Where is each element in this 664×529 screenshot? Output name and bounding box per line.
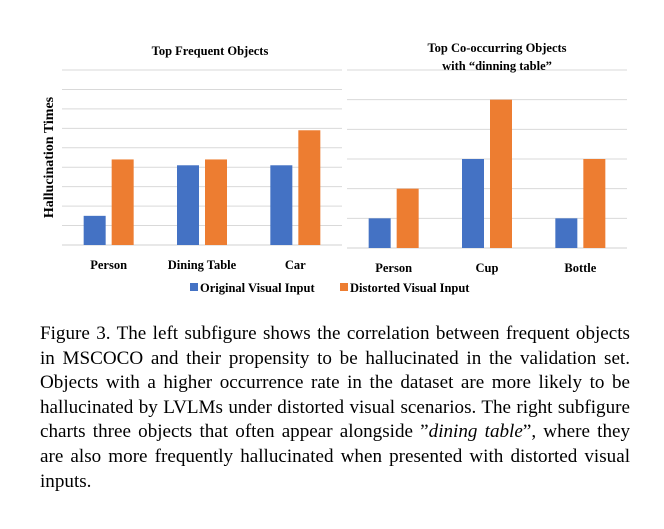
bar bbox=[111, 159, 134, 245]
legend: Original Visual Input Distorted Visual In… bbox=[190, 281, 470, 295]
x-tick-label: Person bbox=[90, 258, 127, 272]
left-chart: Top Frequent Objects Hallucination Times P… bbox=[42, 44, 342, 272]
x-tick-label: Car bbox=[285, 258, 306, 272]
caption-emphasis: dining table bbox=[428, 421, 523, 443]
legend-label: Distorted Visual Input bbox=[350, 281, 470, 295]
bar bbox=[462, 159, 484, 248]
bar bbox=[396, 188, 419, 248]
right-chart: Top Co-occurring Objects with “dinning ta… bbox=[347, 41, 627, 275]
x-tick-label: Dining Table bbox=[168, 258, 237, 272]
x-tick-label: Cup bbox=[476, 261, 499, 275]
chart-title: with “dinning table” bbox=[442, 59, 552, 73]
x-tick-label: Bottle bbox=[564, 261, 596, 275]
bar bbox=[583, 159, 606, 248]
figure: Top Frequent Objects Hallucination Times P… bbox=[42, 41, 627, 295]
bar bbox=[177, 165, 199, 245]
y-axis-label: Hallucination Times bbox=[42, 96, 57, 218]
bar bbox=[83, 215, 106, 245]
legend-label: Original Visual Input bbox=[200, 281, 315, 295]
bar bbox=[270, 165, 293, 245]
legend-swatch bbox=[190, 283, 198, 291]
bar bbox=[490, 99, 512, 249]
bar bbox=[555, 218, 578, 248]
bar bbox=[368, 218, 391, 248]
legend-swatch bbox=[340, 283, 348, 291]
bar bbox=[205, 159, 227, 245]
figure-caption: Figure 3. The left subfigure shows the c… bbox=[40, 322, 630, 494]
chart-title: Top Co-occurring Objects bbox=[427, 41, 566, 55]
bar bbox=[298, 130, 321, 245]
chart-title: Top Frequent Objects bbox=[152, 44, 269, 58]
caption-lead: Figure 3. The left subfigure shows the c… bbox=[40, 323, 630, 443]
x-tick-label: Person bbox=[375, 261, 412, 275]
caption-tail: ”, where they are also more frequently h… bbox=[40, 421, 631, 492]
